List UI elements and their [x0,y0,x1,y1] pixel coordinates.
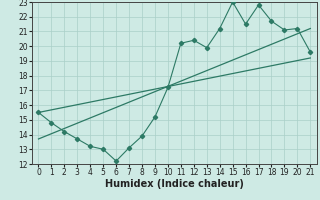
X-axis label: Humidex (Indice chaleur): Humidex (Indice chaleur) [105,179,244,189]
